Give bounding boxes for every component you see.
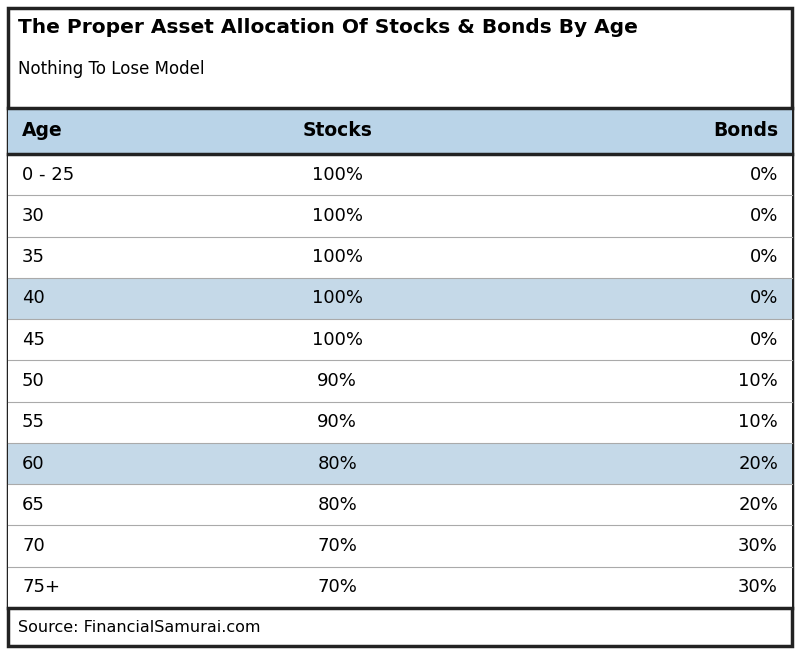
Text: 100%: 100% xyxy=(312,331,362,349)
Text: 80%: 80% xyxy=(318,455,357,473)
Text: Bonds: Bonds xyxy=(713,122,778,141)
Bar xyxy=(8,360,792,402)
Text: 40: 40 xyxy=(22,290,45,307)
Text: 50: 50 xyxy=(22,372,45,390)
Bar xyxy=(8,567,792,608)
Bar xyxy=(8,278,792,319)
Text: 35: 35 xyxy=(22,248,45,266)
Text: 55: 55 xyxy=(22,413,45,431)
Text: 0%: 0% xyxy=(750,207,778,225)
Bar xyxy=(8,237,792,278)
Text: 30: 30 xyxy=(22,207,45,225)
Text: 45: 45 xyxy=(22,331,45,349)
Text: 0%: 0% xyxy=(750,248,778,266)
Text: 90%: 90% xyxy=(318,413,358,431)
Text: 30%: 30% xyxy=(738,537,778,555)
Bar xyxy=(8,108,792,154)
Bar xyxy=(8,154,792,196)
Text: 70%: 70% xyxy=(318,537,358,555)
Bar xyxy=(8,525,792,567)
Text: 10%: 10% xyxy=(738,413,778,431)
Text: 75+: 75+ xyxy=(22,578,60,596)
Text: 100%: 100% xyxy=(312,248,362,266)
Text: 100%: 100% xyxy=(312,290,362,307)
Text: 70%: 70% xyxy=(318,578,358,596)
Text: 30%: 30% xyxy=(738,578,778,596)
Text: 0%: 0% xyxy=(750,290,778,307)
Bar xyxy=(8,319,792,360)
Bar xyxy=(8,402,792,443)
Text: Stocks: Stocks xyxy=(302,122,372,141)
Text: 100%: 100% xyxy=(312,207,362,225)
Text: The Proper Asset Allocation Of Stocks & Bonds By Age: The Proper Asset Allocation Of Stocks & … xyxy=(18,18,638,37)
Bar xyxy=(8,196,792,237)
Bar xyxy=(8,484,792,525)
Text: Age: Age xyxy=(22,122,62,141)
Text: 65: 65 xyxy=(22,496,45,514)
Text: 20%: 20% xyxy=(738,496,778,514)
Text: 90%: 90% xyxy=(318,372,358,390)
Text: 0 - 25: 0 - 25 xyxy=(22,165,74,184)
Text: 20%: 20% xyxy=(738,455,778,473)
Text: Source: FinancialSamurai.com: Source: FinancialSamurai.com xyxy=(18,619,261,634)
Text: 60: 60 xyxy=(22,455,45,473)
Text: 10%: 10% xyxy=(738,372,778,390)
Text: 80%: 80% xyxy=(318,496,357,514)
Text: 70: 70 xyxy=(22,537,45,555)
Bar xyxy=(8,443,792,484)
Text: Nothing To Lose Model: Nothing To Lose Model xyxy=(18,60,205,78)
Text: 100%: 100% xyxy=(312,165,362,184)
Text: 0%: 0% xyxy=(750,165,778,184)
Text: 0%: 0% xyxy=(750,331,778,349)
